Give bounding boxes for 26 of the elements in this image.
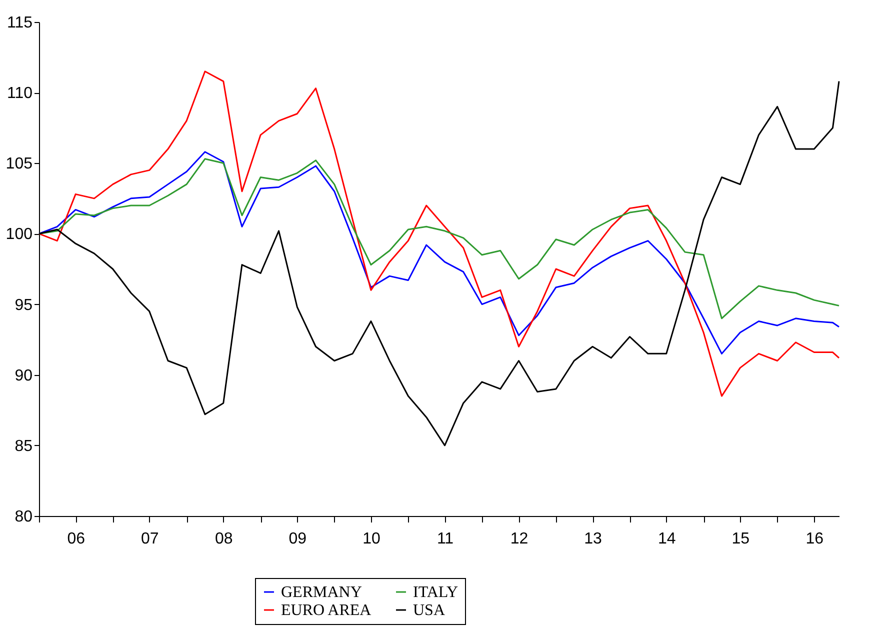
x-tick-label: 15 — [732, 530, 750, 548]
x-tick-label: 13 — [584, 530, 602, 548]
x-tick-label: 12 — [510, 530, 528, 548]
y-tick-label: 85 — [14, 438, 33, 455]
y-tick-label: 100 — [6, 226, 33, 244]
x-tick-label: 08 — [214, 530, 233, 548]
y-tick-label: 110 — [6, 85, 33, 102]
y-tick-label: 115 — [6, 14, 33, 32]
y-tick-label: 105 — [6, 156, 33, 173]
y-tick-label: 90 — [14, 367, 33, 384]
y-tick-label: 95 — [14, 296, 33, 314]
legend-label: EURO AREA — [281, 602, 372, 619]
x-tick-label: 09 — [288, 530, 307, 548]
legend-label: ITALY — [413, 584, 459, 601]
line-series — [38, 158, 840, 320]
line-series — [38, 70, 840, 397]
y-tick-label: 80 — [14, 508, 33, 526]
x-tick-label: 10 — [362, 530, 380, 548]
legend-label: GERMANY — [281, 584, 362, 601]
x-tick-label: 16 — [806, 530, 824, 548]
x-tick-label: 06 — [67, 530, 86, 548]
line-series — [38, 151, 840, 354]
x-tick-label: 07 — [140, 530, 159, 548]
legend-label: USA — [413, 602, 446, 619]
x-tick-label: 14 — [658, 530, 676, 548]
x-tick-label: 11 — [436, 530, 454, 548]
